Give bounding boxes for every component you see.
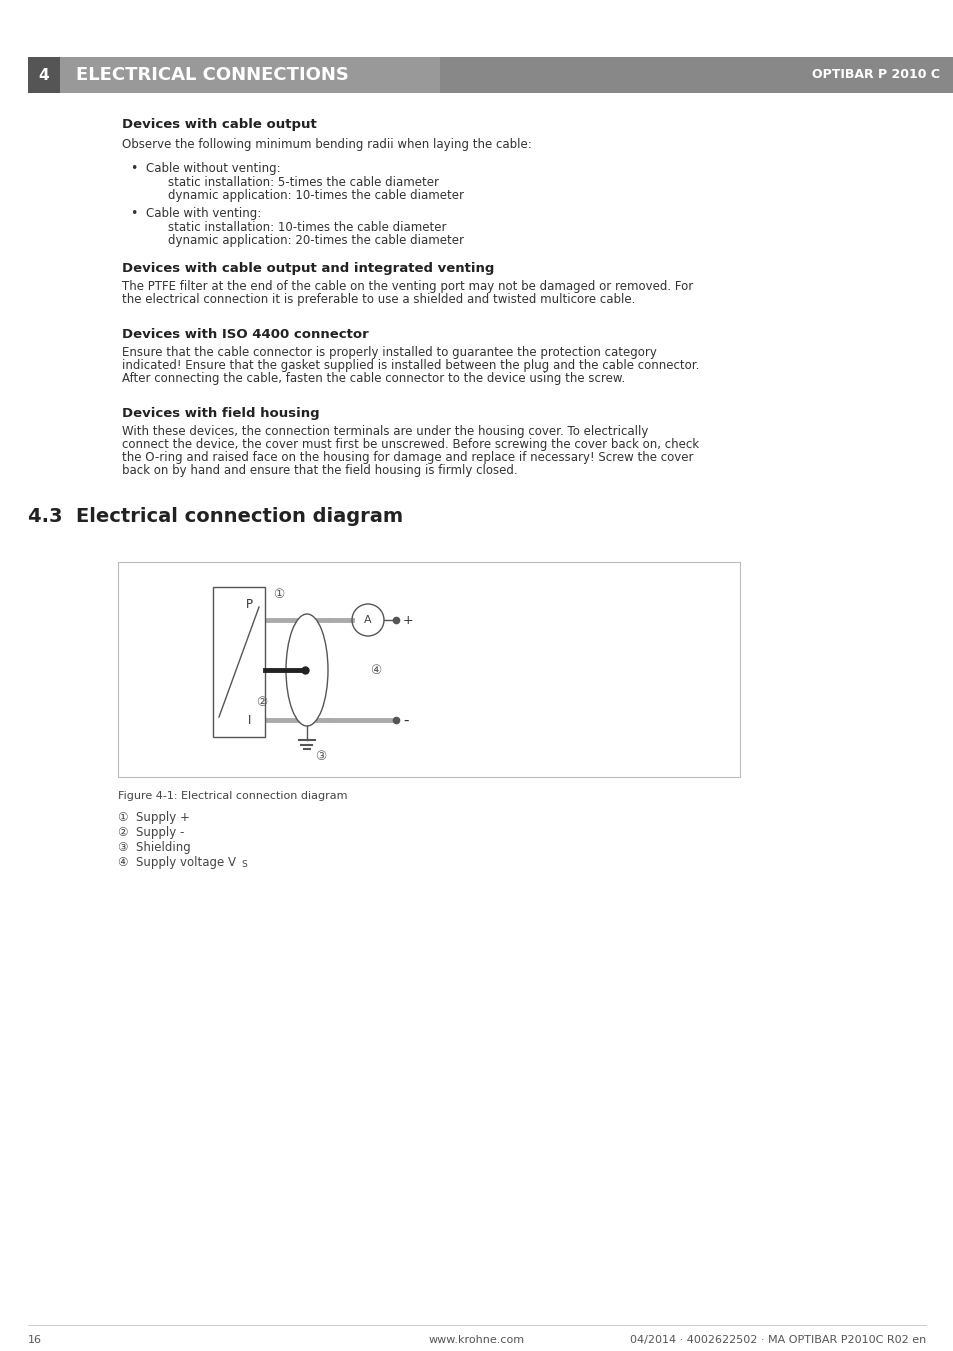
- Text: dynamic application: 10-times the cable diameter: dynamic application: 10-times the cable …: [168, 189, 463, 203]
- Text: connect the device, the cover must first be unscrewed. Before screwing the cover: connect the device, the cover must first…: [122, 438, 699, 451]
- Text: The PTFE filter at the end of the cable on the venting port may not be damaged o: The PTFE filter at the end of the cable …: [122, 280, 693, 293]
- Text: ③  Shielding: ③ Shielding: [118, 842, 191, 854]
- Text: 4.3  Electrical connection diagram: 4.3 Electrical connection diagram: [28, 507, 403, 526]
- Text: 4: 4: [39, 68, 50, 82]
- Text: P: P: [246, 598, 253, 612]
- Text: With these devices, the connection terminals are under the housing cover. To ele: With these devices, the connection termi…: [122, 426, 648, 438]
- Text: Ensure that the cable connector is properly installed to guarantee the protectio: Ensure that the cable connector is prope…: [122, 346, 657, 359]
- Text: static installation: 5-times the cable diameter: static installation: 5-times the cable d…: [168, 176, 438, 189]
- Ellipse shape: [286, 613, 328, 725]
- Text: indicated! Ensure that the gasket supplied is installed between the plug and the: indicated! Ensure that the gasket suppli…: [122, 359, 699, 372]
- Text: the O-ring and raised face on the housing for damage and replace if necessary! S: the O-ring and raised face on the housin…: [122, 451, 693, 463]
- Text: Observe the following minimum bending radii when laying the cable:: Observe the following minimum bending ra…: [122, 138, 531, 151]
- Text: ④  Supply voltage V: ④ Supply voltage V: [118, 857, 235, 869]
- Text: ①  Supply +: ① Supply +: [118, 811, 190, 824]
- Text: •: •: [130, 207, 137, 220]
- Text: S: S: [241, 861, 247, 869]
- Text: Devices with field housing: Devices with field housing: [122, 407, 319, 420]
- Bar: [118, 562, 740, 777]
- Text: After connecting the cable, fasten the cable connector to the device using the s: After connecting the cable, fasten the c…: [122, 372, 624, 385]
- Text: static installation: 10-times the cable diameter: static installation: 10-times the cable …: [168, 222, 446, 234]
- Text: the electrical connection it is preferable to use a shielded and twisted multico: the electrical connection it is preferab…: [122, 293, 635, 305]
- Text: ④: ④: [370, 663, 381, 677]
- Bar: [60, 57, 439, 93]
- Text: 04/2014 · 4002622502 · MA OPTIBAR P2010C R02 en: 04/2014 · 4002622502 · MA OPTIBAR P2010C…: [629, 1335, 925, 1346]
- Text: •: •: [130, 162, 137, 176]
- Text: Cable with venting:: Cable with venting:: [146, 207, 261, 220]
- Text: A: A: [364, 615, 372, 626]
- Text: ELECTRICAL CONNECTIONS: ELECTRICAL CONNECTIONS: [76, 66, 349, 84]
- Text: 16: 16: [28, 1335, 42, 1346]
- Bar: [28, 57, 60, 93]
- Text: OPTIBAR P 2010 C: OPTIBAR P 2010 C: [811, 69, 939, 81]
- Text: back on by hand and ensure that the field housing is firmly closed.: back on by hand and ensure that the fiel…: [122, 463, 517, 477]
- Text: Figure 4-1: Electrical connection diagram: Figure 4-1: Electrical connection diagra…: [118, 790, 347, 801]
- Text: Devices with ISO 4400 connector: Devices with ISO 4400 connector: [122, 328, 369, 340]
- Text: ③: ③: [315, 750, 326, 762]
- Text: Devices with cable output: Devices with cable output: [122, 118, 316, 131]
- Text: ②  Supply -: ② Supply -: [118, 825, 184, 839]
- Text: Devices with cable output and integrated venting: Devices with cable output and integrated…: [122, 262, 494, 276]
- Text: ②: ②: [256, 696, 268, 708]
- Text: Cable without venting:: Cable without venting:: [146, 162, 280, 176]
- Text: www.krohne.com: www.krohne.com: [429, 1335, 524, 1346]
- Text: I: I: [248, 715, 251, 727]
- Text: ①: ①: [274, 588, 284, 600]
- Bar: [439, 57, 953, 93]
- Text: -: -: [402, 712, 408, 727]
- Text: dynamic application: 20-times the cable diameter: dynamic application: 20-times the cable …: [168, 234, 463, 247]
- Text: +: +: [402, 613, 414, 627]
- Bar: [213, 586, 265, 738]
